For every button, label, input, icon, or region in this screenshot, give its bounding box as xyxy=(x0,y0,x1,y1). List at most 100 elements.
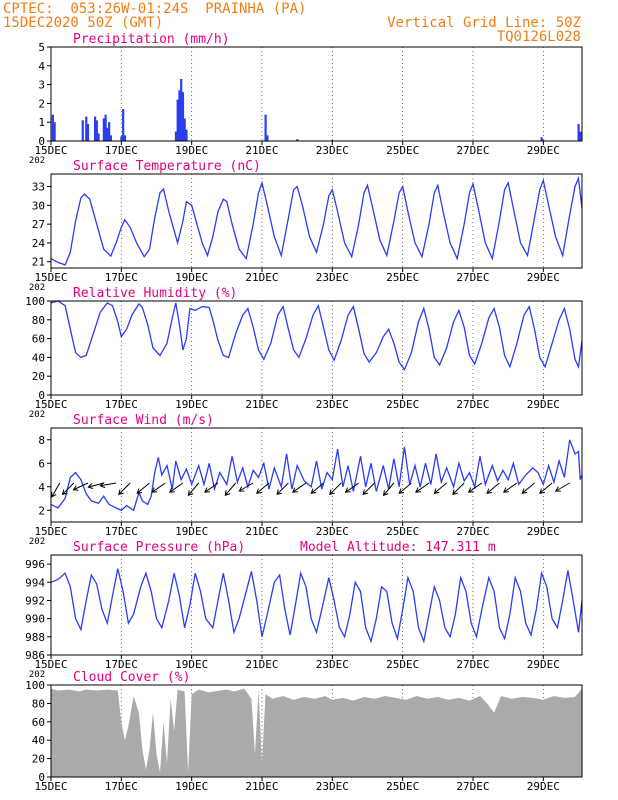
wind-arrow xyxy=(310,482,324,494)
precip-bar xyxy=(86,124,90,141)
x-tick-label: 23DEC xyxy=(316,525,349,538)
wind-arrowhead xyxy=(151,487,158,493)
x-tick-label: 17DEC xyxy=(105,271,138,284)
header-line-2: 15DEC2020 50Z (GMT) xyxy=(3,15,164,31)
precip-bar xyxy=(174,131,178,141)
wind-arrowhead xyxy=(554,486,561,492)
precip-bar xyxy=(180,78,183,141)
wind-arrow xyxy=(188,482,200,496)
panel-title: Cloud Cover (%) xyxy=(73,670,190,685)
wind-arrow xyxy=(169,482,184,493)
y-tick-label: 21 xyxy=(32,256,45,269)
wind-arrowhead xyxy=(467,487,474,493)
panel-title: Relative Humidity (%) xyxy=(73,286,237,301)
y-tick-label: 80 xyxy=(32,314,45,327)
x-tick-label: 19DEC xyxy=(175,271,208,284)
y-tick-label: 5 xyxy=(38,41,45,54)
wind-arrowhead xyxy=(382,490,389,497)
wind-arrowhead xyxy=(310,488,317,494)
precip-bar xyxy=(577,124,580,141)
wind-arrow xyxy=(383,482,395,496)
wind-arrowhead xyxy=(502,487,509,493)
y-tick-label: 994 xyxy=(25,576,45,589)
wind-arrowhead xyxy=(276,489,283,495)
wind-arrow xyxy=(151,482,166,493)
x-tick-label: 19DEC xyxy=(175,658,208,671)
y-tick-label: 0 xyxy=(38,389,45,402)
wind-arrowhead xyxy=(204,487,210,493)
x-tick-label: 27DEC xyxy=(456,271,489,284)
x-tick-label: 21DEC xyxy=(245,144,278,157)
precip-bar xyxy=(296,139,299,141)
precip-bar xyxy=(176,99,179,141)
panel-press: 986 988 990 992 994 996 15DEC 17DEC 19DEC 21DEC 23… xyxy=(25,540,583,680)
precip-bar xyxy=(81,120,84,141)
wind-arrow xyxy=(452,482,465,495)
y-tick-label: 100 xyxy=(25,295,45,308)
precip-bar xyxy=(104,114,107,141)
x-tick-label: 25DEC xyxy=(386,658,419,671)
precip-bar xyxy=(106,127,109,141)
wind-arrow xyxy=(51,482,61,498)
wind-arrowhead xyxy=(521,488,528,494)
y-tick-label: 40 xyxy=(32,351,45,364)
x-tick-label: 27DEC xyxy=(456,780,489,793)
x-tick-label: 21DEC xyxy=(245,271,278,284)
wind-arrow xyxy=(345,482,359,493)
y-tick-label: 100 xyxy=(25,679,45,692)
wind-arrowhead xyxy=(72,485,79,491)
x-tick-label: 17DEC xyxy=(105,398,138,411)
wind-arrow xyxy=(503,482,518,493)
y-tick-label: 1 xyxy=(38,116,45,129)
panel-precip: 0 1 2 3 4 5 15DEC 17DEC 19DEC 21DEC 23DEC 25DEC 27DE… xyxy=(29,32,583,166)
x-tick-label: 23DEC xyxy=(316,271,349,284)
wind-line xyxy=(50,439,583,512)
x-tick-label: 29DEC xyxy=(527,780,560,793)
x-tick-label: 21DEC xyxy=(245,658,278,671)
wind-arrow xyxy=(415,482,430,493)
wind-arrow xyxy=(62,482,75,495)
wind-arrowhead xyxy=(433,488,440,494)
x-tick-label: 25DEC xyxy=(386,780,419,793)
grid-note: Vertical Grid Line: 50Z xyxy=(387,15,581,31)
wind-arrow xyxy=(486,482,500,494)
panel-title: Surface Wind (m/s) xyxy=(73,413,214,428)
header-line-1: CPTEC: 053:26W-01:24S PRAINHA (PA) xyxy=(3,1,307,17)
x-tick-label: 19DEC xyxy=(175,780,208,793)
y-tick-label: 60 xyxy=(32,716,45,729)
wind-arrow xyxy=(468,482,483,493)
wind-arrow xyxy=(276,482,289,495)
wind-arrow xyxy=(239,482,254,492)
precip-bar xyxy=(109,135,112,141)
wind-arrowhead xyxy=(415,487,421,493)
year-stub: 202 xyxy=(29,537,45,547)
wind-arrow xyxy=(204,482,219,493)
y-tick-label: 990 xyxy=(25,613,45,626)
year-stub: 202 xyxy=(29,670,45,680)
x-tick-label: 27DEC xyxy=(456,658,489,671)
y-tick-label: 986 xyxy=(25,649,45,662)
precip-bar xyxy=(178,90,181,141)
x-tick-label: 29DEC xyxy=(527,658,560,671)
y-tick-label: 0 xyxy=(38,135,45,148)
x-tick-label: 23DEC xyxy=(316,398,349,411)
x-tick-label: 15DEC xyxy=(34,658,67,671)
y-tick-label: 3 xyxy=(38,79,45,92)
precip-bar xyxy=(181,92,185,141)
precip-bar xyxy=(579,131,582,141)
wind-arrowhead xyxy=(61,489,68,495)
wind-arrowhead xyxy=(362,489,369,495)
x-tick-label: 27DEC xyxy=(456,144,489,157)
precip-bar xyxy=(266,135,269,141)
y-tick-label: 6 xyxy=(38,457,45,470)
wind-arrowhead xyxy=(118,489,124,495)
precip-bar xyxy=(264,114,267,141)
x-tick-label: 19DEC xyxy=(175,398,208,411)
precip-bar xyxy=(183,118,186,141)
wind-arrowhead xyxy=(169,487,175,493)
x-tick-label: 15DEC xyxy=(34,398,67,411)
rh-line xyxy=(50,300,583,371)
year-stub: 202 xyxy=(29,410,45,420)
wind-arrowhead xyxy=(486,488,493,494)
